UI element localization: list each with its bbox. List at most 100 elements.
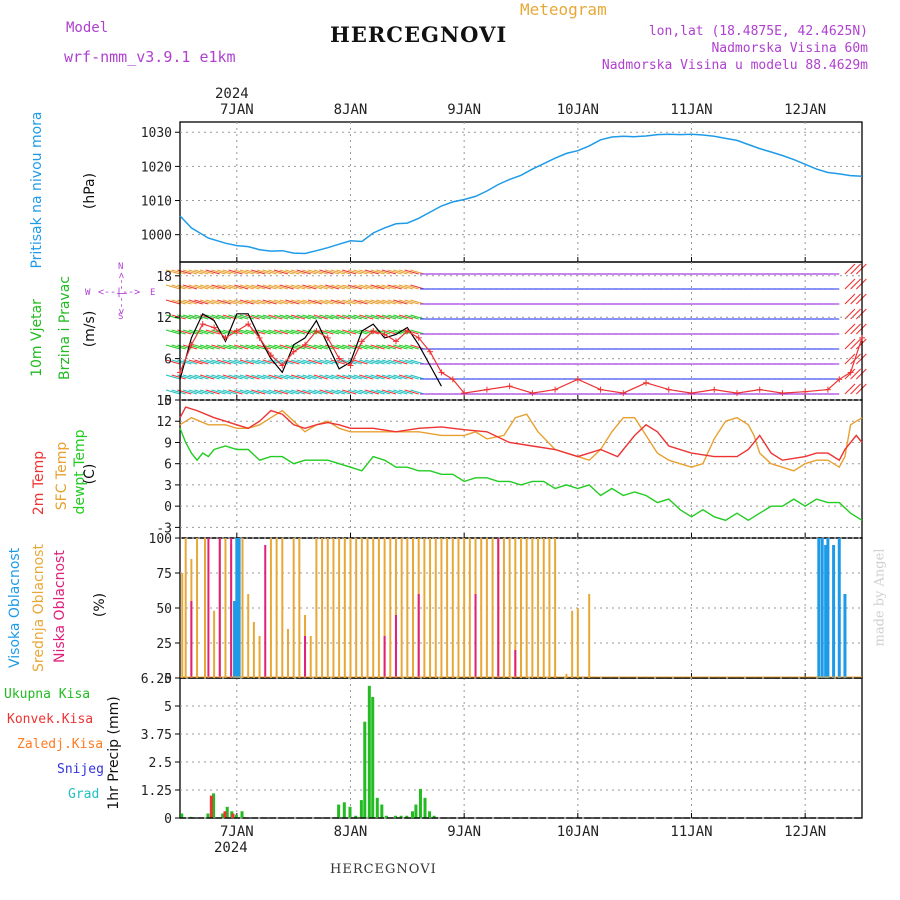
cloud-bar [196,538,199,678]
wind-barb [376,344,391,350]
cloud-bar [190,601,193,678]
cloud-bar [508,538,511,678]
cloud-bar [588,594,591,678]
wind-barb [359,374,374,380]
wind-barb [855,383,867,395]
wind-barb [256,269,272,275]
wind-barb [205,344,220,350]
wind-barb [273,299,289,305]
wind-barb [188,269,203,275]
temp-label-2m: 2m Temp [31,450,47,516]
cloud-bar [457,538,460,678]
precip-bar [180,813,184,818]
wind-barb [171,299,186,305]
wind-barb [273,284,289,290]
wind-barb [234,269,249,275]
wind-barb [364,269,380,275]
wind-barb [393,344,408,350]
cloud-bar [824,545,828,678]
wind-barb [398,389,414,395]
wind-barb [393,269,408,275]
wind-barb [855,368,867,380]
cloud-bar [181,573,184,678]
wind-barb [211,314,226,320]
wind-barb [370,374,385,380]
cloud-bar [281,538,284,678]
wind-barb [404,389,419,395]
cloud-bar [576,608,579,678]
precip-bar [223,811,227,818]
wind-barb [319,269,334,275]
wind-barb [279,329,294,335]
wind-barb [844,368,856,380]
wind-barb [302,284,317,290]
wind-barb [205,374,220,380]
wind-barb [398,344,414,350]
cloud-bar [548,538,551,678]
wind-barb [239,299,255,305]
precip-bar [375,797,379,818]
wind-barb [285,299,300,305]
wind-barb [171,329,186,335]
model-label: Model [66,20,109,36]
wind-barb [376,389,391,395]
wind-barb [251,299,266,305]
wind-barb [324,269,340,275]
wind-barb [268,269,283,275]
wind-barb [353,329,368,335]
wind-barb [410,284,425,290]
cloud-bar [463,538,466,678]
cloud-bar [252,622,255,678]
wind-barb [194,269,209,275]
wind-barb [296,284,311,290]
wind-barb [342,299,357,305]
wind-barb [850,338,862,350]
cloud-label-visoka: Visoka Oblacnost [7,547,23,668]
wind-barb [171,269,186,275]
cloud-bar [321,538,324,678]
wind-barb [228,269,243,275]
cloud-label-srednja: Srednja Oblacnost [31,544,47,672]
cloud-bar [843,594,847,678]
wind-barb [330,329,345,335]
wind-barb [279,344,294,350]
y-tick-label: 6 [164,353,172,368]
cloud-bar [531,538,534,678]
wind-barb [194,389,209,395]
y-tick-label: 0 [164,500,172,515]
wind-barb [205,329,220,335]
wind-barb [342,284,357,290]
wind-barb [302,269,317,275]
bottom-x-tick-label: 12JAN [784,824,826,840]
bottom-x-tick-label: 10JAN [557,824,599,840]
wind-barb [376,269,391,275]
wind-barb [239,284,255,290]
precip-bar [212,793,216,818]
wind-barb [336,329,351,335]
wind-barb [381,284,397,290]
wind-barb [387,284,402,290]
wind-barb [194,359,209,365]
wind-barb [171,374,186,380]
cloud-bar [264,545,267,678]
wind-barb [302,389,317,395]
wind-barb [296,374,311,380]
cloud-bar [406,538,409,678]
wind-barb [336,299,351,305]
wind-barb [387,389,402,395]
wind-compass-w: W [85,288,91,298]
wind-barb [216,344,232,350]
cloud-bar [230,538,233,678]
cloud-bar [474,594,477,678]
wind-barb [285,374,300,380]
wind-barb [273,269,289,275]
wind-barb [211,299,226,305]
cloud-bar [326,538,329,678]
wind-barb [245,269,260,275]
wind-barb [222,269,237,275]
wind-barb [844,278,856,290]
wind-barb [245,359,260,365]
wind-barb [398,269,414,275]
precip-bar [380,804,384,818]
